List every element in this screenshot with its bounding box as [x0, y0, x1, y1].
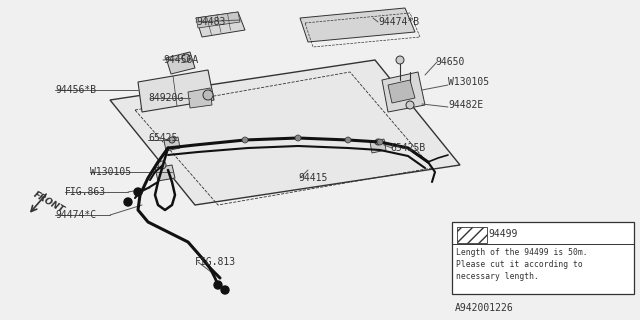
Text: FRONT: FRONT: [32, 189, 66, 214]
Circle shape: [158, 161, 166, 169]
Polygon shape: [164, 137, 180, 151]
Polygon shape: [196, 12, 245, 37]
Circle shape: [295, 135, 301, 141]
Text: 94456*B: 94456*B: [55, 85, 96, 95]
Circle shape: [214, 281, 222, 289]
Polygon shape: [138, 70, 214, 112]
Text: Length of the 94499 is 50m.
Please cut it according to
necessary length.: Length of the 94499 is 50m. Please cut i…: [456, 248, 588, 281]
Text: 94650: 94650: [435, 57, 465, 67]
Text: 94482E: 94482E: [448, 100, 483, 110]
Text: W130105: W130105: [448, 77, 489, 87]
Polygon shape: [388, 80, 415, 103]
Text: 94474*C: 94474*C: [55, 210, 96, 220]
Text: FIG.813: FIG.813: [195, 257, 236, 267]
Circle shape: [169, 137, 175, 143]
Circle shape: [345, 137, 351, 143]
Text: FIG.863: FIG.863: [65, 187, 106, 197]
Text: W130105: W130105: [90, 167, 131, 177]
Polygon shape: [155, 165, 175, 181]
Polygon shape: [166, 52, 195, 74]
Polygon shape: [196, 12, 240, 28]
Bar: [457, 227, 487, 243]
Polygon shape: [382, 72, 425, 112]
Text: 94415: 94415: [298, 173, 328, 183]
Circle shape: [614, 231, 618, 235]
Circle shape: [221, 286, 229, 294]
Circle shape: [406, 101, 414, 109]
Text: 65425B: 65425B: [390, 143, 425, 153]
Circle shape: [611, 228, 621, 238]
Circle shape: [182, 54, 190, 62]
Circle shape: [375, 139, 381, 145]
Bar: [452, 222, 634, 294]
Circle shape: [396, 56, 404, 64]
Text: 94456A: 94456A: [163, 55, 198, 65]
Text: 94474*B: 94474*B: [378, 17, 419, 27]
Polygon shape: [188, 88, 212, 108]
Polygon shape: [300, 8, 415, 42]
Circle shape: [203, 90, 213, 100]
Text: 84920G: 84920G: [148, 93, 183, 103]
Polygon shape: [110, 60, 460, 205]
Text: 94483: 94483: [196, 17, 225, 27]
Polygon shape: [370, 139, 386, 153]
Circle shape: [124, 198, 132, 206]
Circle shape: [606, 223, 626, 243]
Text: 94499: 94499: [488, 229, 517, 239]
Circle shape: [377, 139, 383, 145]
Text: 65425: 65425: [148, 133, 177, 143]
Circle shape: [242, 137, 248, 143]
Circle shape: [134, 188, 142, 196]
Text: A942001226: A942001226: [455, 303, 514, 313]
